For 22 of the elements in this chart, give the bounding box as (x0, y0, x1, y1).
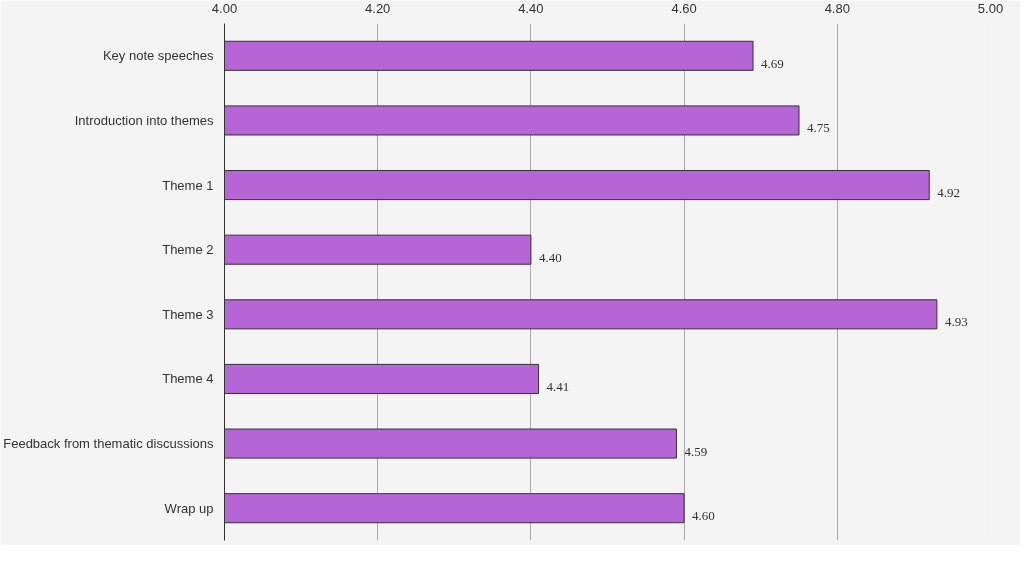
y-tick-label: Theme 4 (162, 371, 214, 387)
x-tick-label: 4.20 (365, 0, 391, 16)
data-label: 4.75 (807, 120, 830, 136)
y-tick-label: Introduction into themes (74, 112, 214, 128)
data-label: 4.41 (546, 378, 570, 394)
data-label: 4.60 (692, 508, 715, 524)
y-tick-label: Theme 2 (162, 242, 214, 258)
data-label: 4.93 (944, 314, 968, 330)
y-tick-label: Theme 3 (162, 306, 214, 322)
y-tick-label: Wrap up (164, 500, 214, 516)
x-tick-label: 4.40 (518, 0, 544, 16)
y-tick-label: Key note speeches (102, 48, 214, 64)
x-tick-label: 4.00 (211, 0, 238, 16)
y-tick-label: Theme 1 (162, 177, 214, 193)
data-label: 4.40 (538, 249, 562, 265)
data-label: 4.59 (684, 443, 708, 459)
data-label: 4.69 (761, 55, 784, 71)
x-tick-label: 5.00 (977, 0, 1004, 16)
y-tick-label: Feedback from thematic discussions (3, 436, 214, 452)
x-tick-label: 4.80 (824, 0, 850, 16)
x-tick-label: 4.60 (671, 0, 697, 16)
data-label: 4.92 (937, 185, 960, 201)
